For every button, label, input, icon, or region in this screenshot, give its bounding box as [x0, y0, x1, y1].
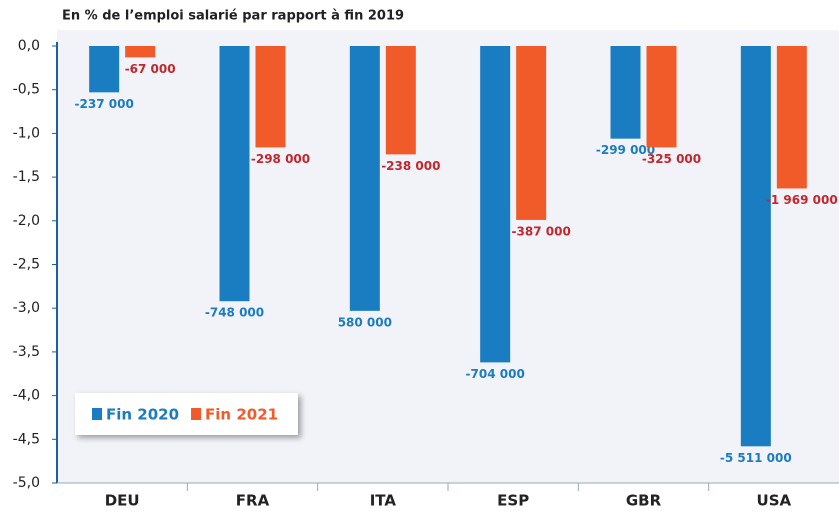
value-label: 580 000: [338, 315, 392, 329]
value-label: -299 000: [596, 143, 655, 157]
value-label: -325 000: [642, 152, 701, 166]
value-label: -67 000: [125, 62, 176, 76]
x-tick-label: USA: [757, 492, 792, 510]
x-tick-label: DEU: [105, 492, 140, 510]
y-tick-label: -3,5: [13, 344, 40, 360]
y-tick-label: -1,0: [13, 125, 40, 141]
bar: [740, 46, 771, 447]
bar: [255, 46, 286, 148]
bar: [610, 46, 641, 139]
y-tick-label: -3,0: [13, 300, 40, 316]
y-tick-label: -2,5: [13, 257, 40, 273]
bar: [646, 46, 677, 148]
bar: [516, 46, 547, 220]
x-tick-label: GBR: [626, 492, 662, 510]
value-label: -748 000: [205, 306, 264, 320]
value-label: -1 969 000: [766, 193, 838, 207]
bar: [776, 46, 807, 189]
bar: [385, 46, 416, 155]
y-tick-label: 0,0: [18, 38, 40, 54]
legend-label: Fin 2021: [205, 406, 278, 424]
y-tick-label: -2,0: [13, 213, 40, 229]
bar: [219, 46, 250, 302]
legend-swatch: [92, 408, 102, 420]
bar: [349, 46, 380, 311]
bar: [89, 46, 120, 93]
x-tick-label: ESP: [497, 492, 529, 510]
bar: [125, 46, 156, 58]
value-label: -298 000: [251, 152, 310, 166]
value-label: -238 000: [381, 159, 440, 173]
bar: [480, 46, 511, 363]
y-tick-label: -4,5: [13, 431, 40, 447]
y-tick-label: -0,5: [13, 82, 40, 98]
x-tick-label: FRA: [236, 492, 270, 510]
x-tick-label: ITA: [370, 492, 397, 510]
value-label: -704 000: [466, 367, 525, 381]
legend-label: Fin 2020: [106, 406, 179, 424]
value-label: -5 511 000: [720, 451, 792, 465]
y-tick-label: -5,0: [13, 475, 40, 491]
legend-swatch: [191, 408, 202, 420]
y-tick-label: -4,0: [13, 388, 40, 404]
y-tick-label: -1,5: [13, 169, 40, 185]
legend-box: [75, 393, 298, 435]
legend: Fin 2020 Fin 2021: [75, 393, 298, 435]
chart-title: En % de l’emploi salarié par rapport à f…: [62, 9, 404, 24]
value-label: -237 000: [75, 97, 134, 111]
value-label: -387 000: [512, 224, 571, 238]
